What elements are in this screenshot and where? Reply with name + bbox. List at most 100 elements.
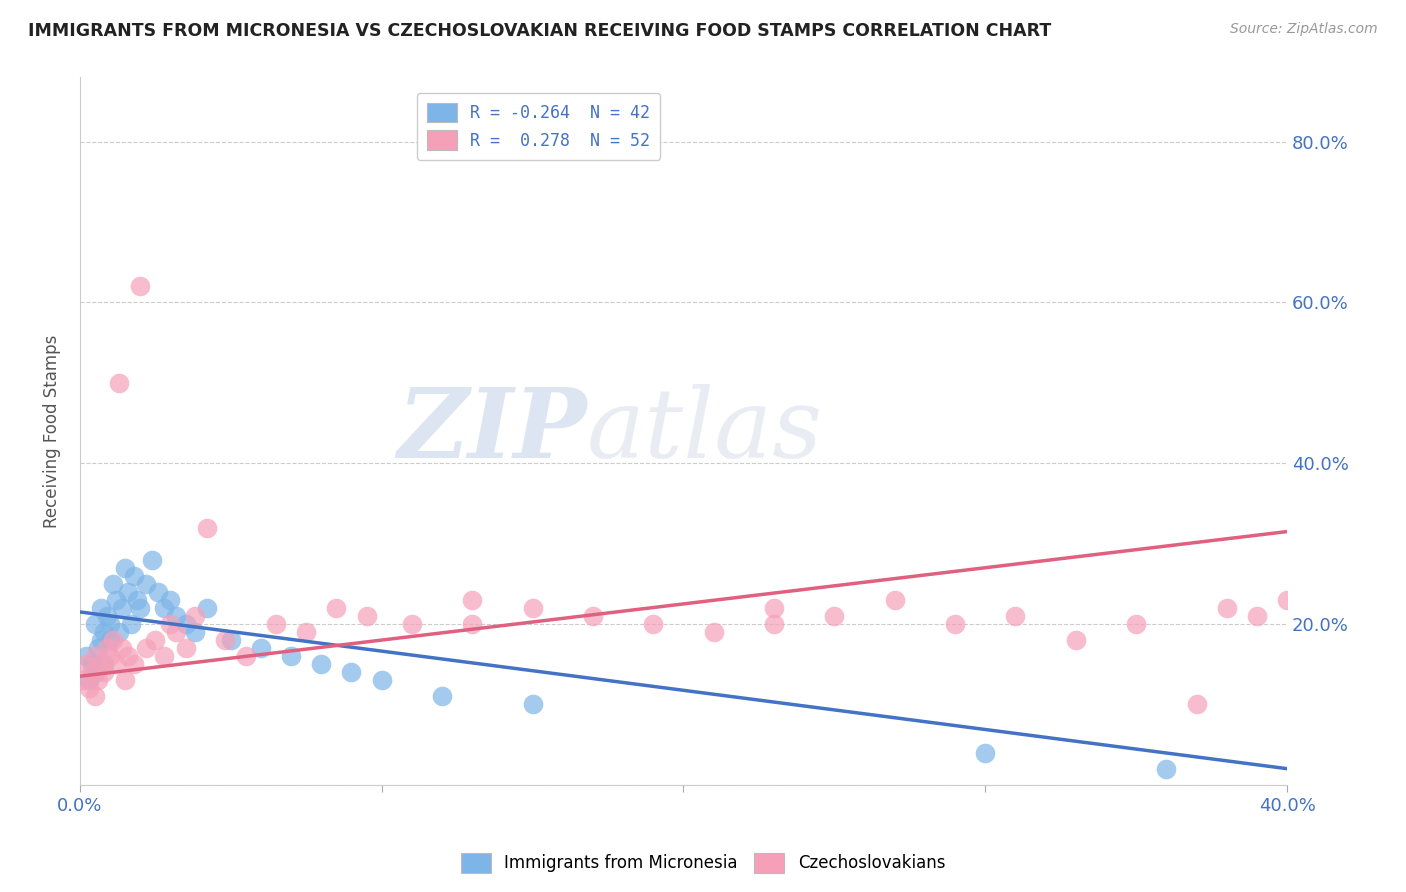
Point: [122, 568, 145, 582]
Point: [129, 279, 152, 293]
Point: [1275, 593, 1298, 607]
Point: [1064, 633, 1087, 648]
Point: [183, 625, 205, 640]
Point: [105, 657, 128, 672]
Point: [340, 665, 363, 680]
Point: [943, 617, 966, 632]
Point: [1004, 609, 1026, 624]
Point: [80, 665, 103, 680]
Point: [174, 617, 197, 632]
Point: [90, 657, 112, 672]
Point: [159, 617, 181, 632]
Point: [522, 601, 544, 615]
Point: [235, 649, 257, 664]
Point: [93, 625, 115, 640]
Point: [153, 601, 176, 615]
Point: [250, 641, 273, 656]
Point: [325, 601, 347, 615]
Point: [84, 665, 107, 680]
Legend: Immigrants from Micronesia, Czechoslovakians: Immigrants from Micronesia, Czechoslovak…: [454, 847, 952, 880]
Point: [311, 657, 333, 672]
Point: [72, 673, 94, 688]
Point: [90, 633, 112, 648]
Point: [117, 585, 139, 599]
Point: [77, 673, 100, 688]
Point: [87, 673, 110, 688]
Point: [117, 649, 139, 664]
Point: [101, 633, 124, 648]
Point: [135, 641, 157, 656]
Point: [114, 560, 136, 574]
Point: [98, 649, 121, 664]
Point: [370, 673, 392, 688]
Point: [159, 593, 181, 607]
Point: [582, 609, 605, 624]
Point: [77, 681, 100, 696]
Point: [763, 601, 786, 615]
Point: [135, 576, 157, 591]
Point: [143, 633, 166, 648]
Point: [174, 641, 197, 656]
Point: [522, 698, 544, 712]
Point: [122, 657, 145, 672]
Point: [93, 657, 115, 672]
Point: [1215, 601, 1237, 615]
Point: [84, 690, 107, 704]
Point: [84, 617, 107, 632]
Y-axis label: Receiving Food Stamps: Receiving Food Stamps: [44, 334, 60, 528]
Point: [98, 617, 121, 632]
Point: [111, 601, 134, 615]
Point: [823, 609, 845, 624]
Point: [84, 649, 107, 664]
Point: [219, 633, 242, 648]
Point: [356, 609, 378, 624]
Point: [1185, 698, 1208, 712]
Point: [87, 641, 110, 656]
Point: [101, 576, 124, 591]
Point: [98, 633, 121, 648]
Point: [108, 625, 131, 640]
Point: [165, 609, 187, 624]
Point: [141, 552, 163, 566]
Point: [763, 617, 786, 632]
Point: [90, 601, 112, 615]
Point: [401, 617, 423, 632]
Point: [295, 625, 318, 640]
Point: [111, 641, 134, 656]
Point: [264, 617, 287, 632]
Point: [195, 520, 218, 534]
Point: [430, 690, 453, 704]
Point: [1246, 609, 1268, 624]
Point: [129, 601, 152, 615]
Point: [96, 609, 118, 624]
Point: [108, 376, 131, 390]
Point: [120, 617, 142, 632]
Point: [703, 625, 725, 640]
Point: [195, 601, 218, 615]
Point: [280, 649, 302, 664]
Point: [114, 673, 136, 688]
Point: [1156, 762, 1178, 776]
Text: atlas: atlas: [586, 384, 823, 478]
Point: [153, 649, 176, 664]
Text: ZIP: ZIP: [398, 384, 586, 478]
Point: [461, 593, 484, 607]
Point: [461, 617, 484, 632]
Point: [148, 585, 170, 599]
Point: [96, 641, 118, 656]
Point: [214, 633, 236, 648]
Text: Source: ZipAtlas.com: Source: ZipAtlas.com: [1230, 22, 1378, 37]
Point: [75, 649, 97, 664]
Point: [93, 665, 115, 680]
Point: [883, 593, 905, 607]
Legend: R = -0.264  N = 42, R =  0.278  N = 52: R = -0.264 N = 42, R = 0.278 N = 52: [418, 93, 661, 160]
Point: [183, 609, 205, 624]
Point: [127, 593, 149, 607]
Point: [165, 625, 187, 640]
Text: IMMIGRANTS FROM MICRONESIA VS CZECHOSLOVAKIAN RECEIVING FOOD STAMPS CORRELATION : IMMIGRANTS FROM MICRONESIA VS CZECHOSLOV…: [28, 22, 1052, 40]
Point: [643, 617, 665, 632]
Point: [1125, 617, 1147, 632]
Point: [75, 657, 97, 672]
Point: [105, 593, 128, 607]
Point: [80, 657, 103, 672]
